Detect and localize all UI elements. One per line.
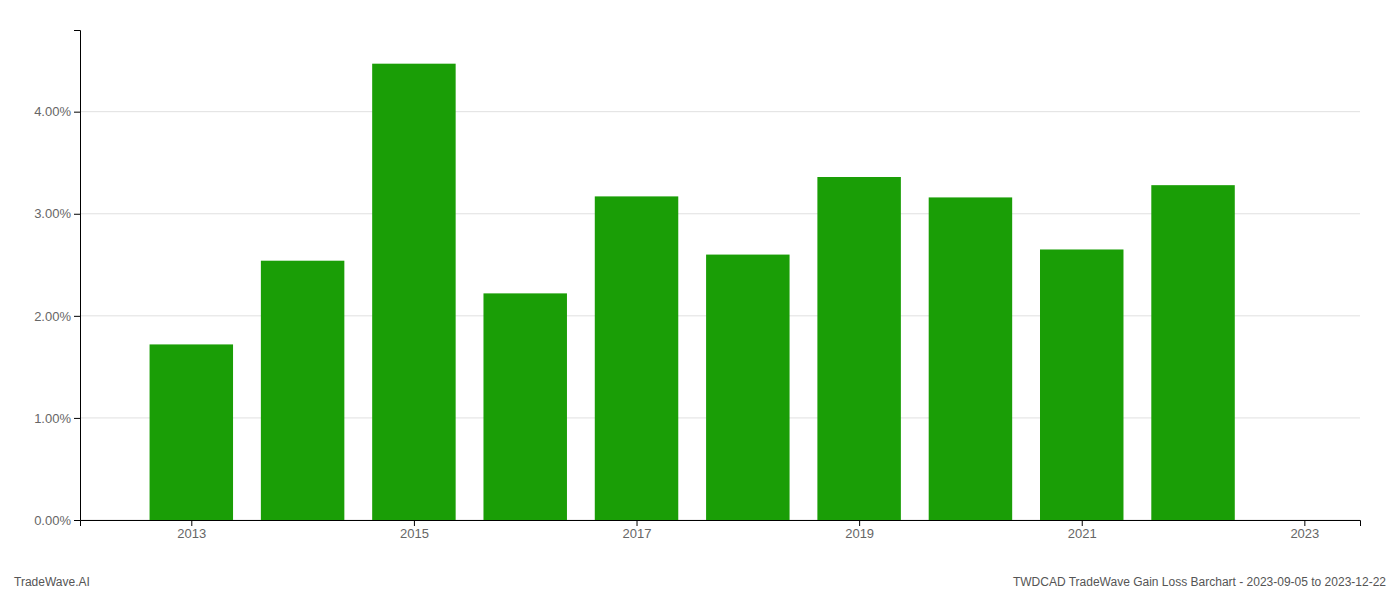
bar (483, 293, 566, 520)
bar (706, 255, 789, 520)
plot-area (150, 64, 1235, 520)
tick-mark (414, 520, 415, 526)
tick-label: 0.00% (34, 513, 71, 528)
tick-label: 1.00% (34, 411, 71, 426)
tick: 2021 (1068, 520, 1097, 541)
tick: 1.00% (34, 411, 80, 426)
tick: 2017 (623, 520, 652, 541)
tick-mark (191, 520, 192, 526)
tick: 3.00% (34, 206, 80, 221)
tick: 2019 (845, 520, 874, 541)
x-axis: 2013 2015 2017 2019 2021 2023 (81, 520, 1361, 541)
tick: 0.00% (34, 513, 80, 528)
tick-mark (859, 520, 860, 526)
bar (372, 64, 455, 520)
tick-mark (74, 418, 80, 419)
tick-label: 2017 (623, 526, 652, 541)
bar (817, 177, 900, 520)
grid-line (80, 111, 1360, 112)
tick: 2023 (1290, 520, 1319, 541)
bar (261, 261, 344, 520)
tick-mark (637, 520, 638, 526)
axis-line (74, 31, 81, 521)
bar (1040, 249, 1123, 520)
y-axis: 0.00% 1.00% 2.00% 3.00% 4.00% (34, 31, 80, 528)
tick-mark (1082, 520, 1083, 526)
tick-label: 2015 (400, 526, 429, 541)
tick-label: 2.00% (34, 308, 71, 323)
tick-mark (74, 214, 80, 215)
footer-text: TWDCAD TradeWave Gain Loss Barchart - 20… (1013, 575, 1386, 589)
tick: 2013 (177, 520, 206, 541)
bar (929, 197, 1012, 520)
tick: 4.00% (34, 104, 80, 119)
tick-mark (74, 112, 80, 113)
bar (1151, 185, 1234, 520)
tick-label: 3.00% (34, 206, 71, 221)
grid (80, 112, 1360, 520)
footer-text: TradeWave.AI (14, 575, 90, 589)
tick-label: 2019 (845, 526, 874, 541)
tick-mark (1304, 520, 1305, 526)
chart: 2013 2015 2017 2019 2021 2023 0.00% 1.00% 2.00% 3… (0, 0, 1400, 600)
tick-mark (74, 316, 80, 317)
tick-label: 4.00% (34, 104, 71, 119)
axis-line (81, 521, 1361, 527)
tick-label: 2013 (177, 526, 206, 541)
bar (150, 344, 233, 520)
tick-mark (74, 520, 80, 521)
annotations: TradeWave.AI TWDCAD TradeWave Gain Loss B… (14, 575, 1386, 589)
bar (595, 196, 678, 520)
tick: 2.00% (34, 308, 80, 323)
tick: 2015 (400, 520, 429, 541)
tick-label: 2023 (1290, 526, 1319, 541)
tick-label: 2021 (1068, 526, 1097, 541)
